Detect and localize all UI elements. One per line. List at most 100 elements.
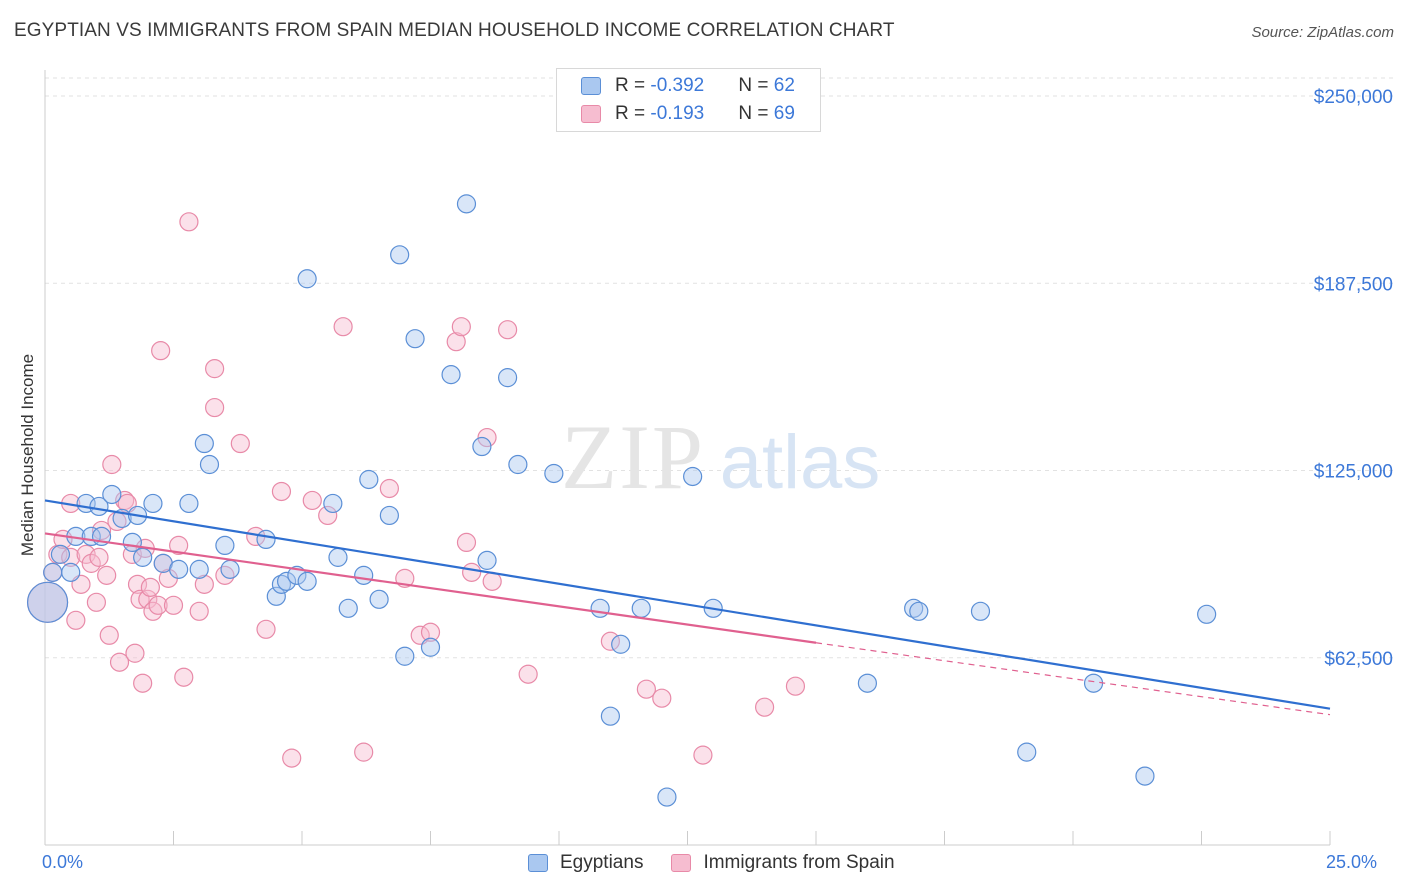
- data-point: [498, 368, 518, 388]
- data-point: [220, 559, 240, 579]
- data-point: [43, 562, 63, 582]
- data-point: [657, 787, 677, 807]
- data-point: [636, 679, 656, 699]
- chart-source: Source: ZipAtlas.com: [1251, 24, 1394, 41]
- legend-item-spain[interactable]: Immigrants from Spain: [671, 852, 895, 874]
- data-point: [271, 481, 292, 502]
- data-point: [904, 598, 924, 618]
- data-point: [174, 667, 194, 687]
- y-tick-label: $187,500: [1314, 274, 1393, 295]
- data-point: [215, 565, 235, 585]
- data-point: [318, 505, 338, 526]
- data-point: [395, 646, 415, 666]
- data-point: [354, 742, 374, 762]
- data-point: [86, 592, 107, 612]
- data-point: [276, 571, 297, 591]
- data-point: [456, 532, 477, 553]
- data-point: [631, 598, 651, 618]
- data-point: [297, 269, 317, 289]
- data-point: [354, 565, 374, 585]
- data-point: [179, 493, 199, 514]
- data-point: [91, 520, 112, 541]
- data-point: [266, 586, 286, 606]
- legend-r-value: -0.193: [650, 103, 705, 124]
- data-point: [1017, 742, 1037, 762]
- data-point: [1197, 604, 1217, 624]
- watermark-zip: ZIP: [561, 406, 705, 508]
- data-point: [498, 320, 518, 340]
- legend-r-value: -0.392: [650, 75, 705, 96]
- data-point: [379, 478, 399, 499]
- x-tick-label-min: 0.0%: [42, 852, 84, 872]
- data-point: [909, 601, 929, 621]
- data-point: [61, 562, 81, 582]
- data-point: [590, 598, 610, 618]
- data-point: [359, 469, 379, 490]
- y-tick-label: $125,000: [1314, 462, 1393, 483]
- data-point: [50, 544, 71, 564]
- data-point: [169, 535, 189, 556]
- legend-swatch-blue: [581, 77, 601, 95]
- legend-n-label: N =: [738, 75, 774, 96]
- chart-title: EGYPTIAN VS IMMIGRANTS FROM SPAIN MEDIAN…: [14, 20, 895, 41]
- data-point: [66, 610, 86, 630]
- data-point: [302, 490, 322, 511]
- watermark-atlas: atlas: [720, 420, 881, 505]
- legend-row-spain: R = -0.193 N = 69: [581, 102, 795, 126]
- legend-swatch-pink: [581, 105, 601, 123]
- data-point: [138, 589, 158, 609]
- y-tick-label: $62,500: [1324, 649, 1393, 670]
- data-point: [518, 664, 538, 684]
- data-point: [1135, 766, 1155, 786]
- data-point: [1083, 673, 1104, 693]
- data-point: [477, 427, 497, 448]
- data-point: [754, 697, 775, 717]
- x-tick-label-max: 25.0%: [1326, 852, 1378, 872]
- data-point: [102, 484, 122, 505]
- data-point: [328, 547, 348, 567]
- data-point: [194, 574, 214, 594]
- axes: [44, 70, 1331, 846]
- data-point: [652, 688, 672, 708]
- data-point: [125, 643, 145, 663]
- data-point: [271, 574, 292, 594]
- data-point: [451, 317, 471, 337]
- data-point: [420, 622, 441, 642]
- legend-n-value: 62: [773, 75, 795, 96]
- data-point: [143, 601, 163, 621]
- data-point: [230, 433, 250, 454]
- data-point: [405, 329, 425, 349]
- data-point: [256, 529, 276, 550]
- legend-item-egyptians[interactable]: Egyptians: [528, 852, 643, 874]
- legend-swatch-pink: [671, 854, 692, 872]
- y-tick-labels: $62,500 $125,000 $187,500 $250,000: [1314, 87, 1393, 670]
- trend-line-spain-extension: [815, 642, 1331, 716]
- series-egyptians: [26, 194, 1217, 807]
- data-point: [282, 748, 302, 768]
- data-point: [611, 634, 631, 654]
- data-point: [323, 493, 343, 514]
- data-point: [205, 359, 225, 379]
- correlation-legend: R = -0.392 N = 62 R = -0.193 N = 69: [556, 68, 821, 132]
- data-point: [333, 317, 353, 337]
- data-point: [477, 550, 497, 570]
- data-point: [446, 332, 466, 352]
- data-point: [151, 341, 171, 361]
- legend-swatch-blue: [528, 854, 548, 872]
- data-point: [379, 505, 399, 526]
- data-point: [189, 601, 209, 621]
- data-point: [420, 637, 441, 657]
- grid-lines: [45, 77, 1395, 659]
- legend-label-spain: Immigrants from Spain: [703, 852, 895, 873]
- data-point: [205, 397, 225, 418]
- data-point: [89, 547, 109, 567]
- data-point: [179, 212, 199, 232]
- data-point: [26, 581, 69, 623]
- trend-lines: [44, 499, 1331, 716]
- data-point: [390, 245, 410, 265]
- legend-label-egyptians: Egyptians: [560, 852, 644, 873]
- y-tick-label: $250,000: [1314, 87, 1393, 108]
- data-point: [215, 535, 235, 556]
- data-point: [143, 493, 163, 514]
